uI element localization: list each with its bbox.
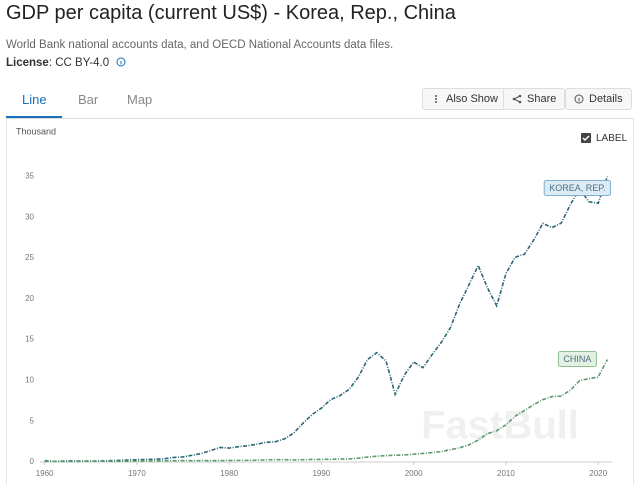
chart-panel xyxy=(6,119,634,484)
tab-bar: Line Bar Map Also Show Share Details xyxy=(6,82,634,119)
y-tick-label: 15 xyxy=(25,335,34,344)
watermark: FastBull xyxy=(421,404,579,448)
x-tick-label: 2010 xyxy=(497,469,515,478)
button-label: Details xyxy=(589,93,623,105)
button-label: Also Show xyxy=(446,93,498,105)
series-label: CHINA xyxy=(563,354,591,364)
license-key: License xyxy=(6,57,49,69)
y-tick-label: 35 xyxy=(25,172,34,181)
y-tick-label: 0 xyxy=(30,457,35,466)
button-label: Share xyxy=(527,93,557,105)
series-label-box xyxy=(557,351,597,368)
tab[interactable]: Map xyxy=(127,92,153,107)
button[interactable]: Share xyxy=(503,88,566,110)
license-value: : CC BY-4.0 xyxy=(48,57,110,69)
checkmark xyxy=(582,135,590,142)
y-tick-label: 30 xyxy=(25,212,34,221)
title: GDP per capita (current US$) - Korea, Re… xyxy=(6,2,456,24)
button[interactable]: Details xyxy=(565,88,632,110)
x-tick-label: 1960 xyxy=(36,469,54,478)
y-tick-label: 5 xyxy=(30,416,35,425)
license: License: CC BY-4.0 xyxy=(6,57,126,69)
label-toggle[interactable]: LABEL xyxy=(596,133,628,144)
button[interactable]: Also Show xyxy=(422,88,507,110)
y-tick-label: 25 xyxy=(25,253,34,262)
info-icon[interactable] xyxy=(116,57,126,67)
tab[interactable]: Bar xyxy=(78,92,99,107)
series-label: KOREA, REP. xyxy=(549,183,605,193)
x-tick-label: 2020 xyxy=(589,469,607,478)
series-label-box xyxy=(543,179,612,196)
y-tick-label: 20 xyxy=(25,294,34,303)
x-tick-label: 1990 xyxy=(312,469,330,478)
series-line xyxy=(44,359,609,463)
y-axis-label: Thousand xyxy=(16,126,56,136)
active-tab-indicator xyxy=(6,116,62,118)
x-tick-label: 1970 xyxy=(128,469,146,478)
subtitle: World Bank national accounts data, and O… xyxy=(6,39,394,51)
x-tick-label: 2000 xyxy=(405,469,423,478)
series-line xyxy=(44,176,609,463)
tab[interactable]: Line xyxy=(22,92,47,107)
y-tick-label: 10 xyxy=(25,376,34,385)
x-tick-label: 1980 xyxy=(220,469,238,478)
